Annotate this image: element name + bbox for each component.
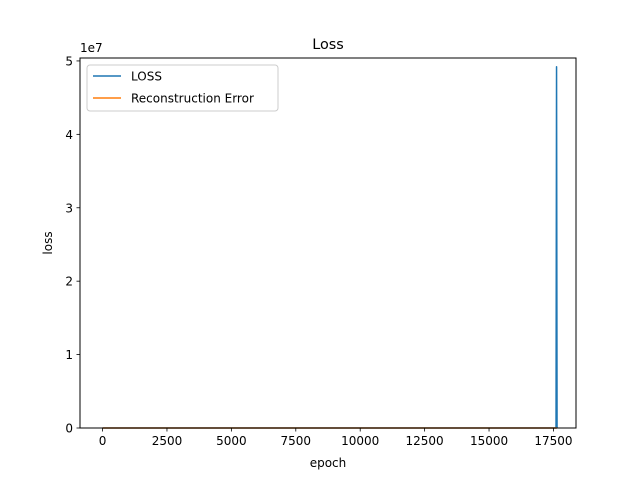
legend: LOSS Reconstruction Error [86,64,279,112]
y-tick-label: 5 [65,54,73,68]
chart-title: Loss [312,37,344,53]
y-tick-label: 0 [65,422,73,436]
x-tick-label: 17500 [534,434,572,448]
legend-label-loss: LOSS [131,70,162,84]
y-axis-label: loss [41,231,55,254]
x-tick-label: 15000 [470,434,508,448]
x-tick-label: 2500 [152,434,183,448]
y-tick-label: 4 [65,128,73,142]
plot-area [79,57,577,429]
y-tick-label: 2 [65,275,73,289]
x-tick-label: 5000 [216,434,247,448]
x-tick-label: 12500 [406,434,444,448]
legend-label-reconstruction-error: Reconstruction Error [131,92,254,106]
x-axis-ticks: 0 2500 5000 7500 10000 12500 15000 17500 [99,428,573,448]
x-axis-label: epoch [310,456,347,470]
y-axis-ticks: 0 1 2 3 4 5 [65,54,80,436]
axes-frame [79,57,577,429]
legend-box [86,64,279,112]
y-tick-label: 3 [65,201,73,215]
y-tick-label: 1 [65,348,73,362]
y-axis-offset-label: 1e7 [80,41,103,55]
x-tick-label: 10000 [341,434,379,448]
x-tick-label: 7500 [281,434,312,448]
x-tick-label: 0 [99,434,107,448]
